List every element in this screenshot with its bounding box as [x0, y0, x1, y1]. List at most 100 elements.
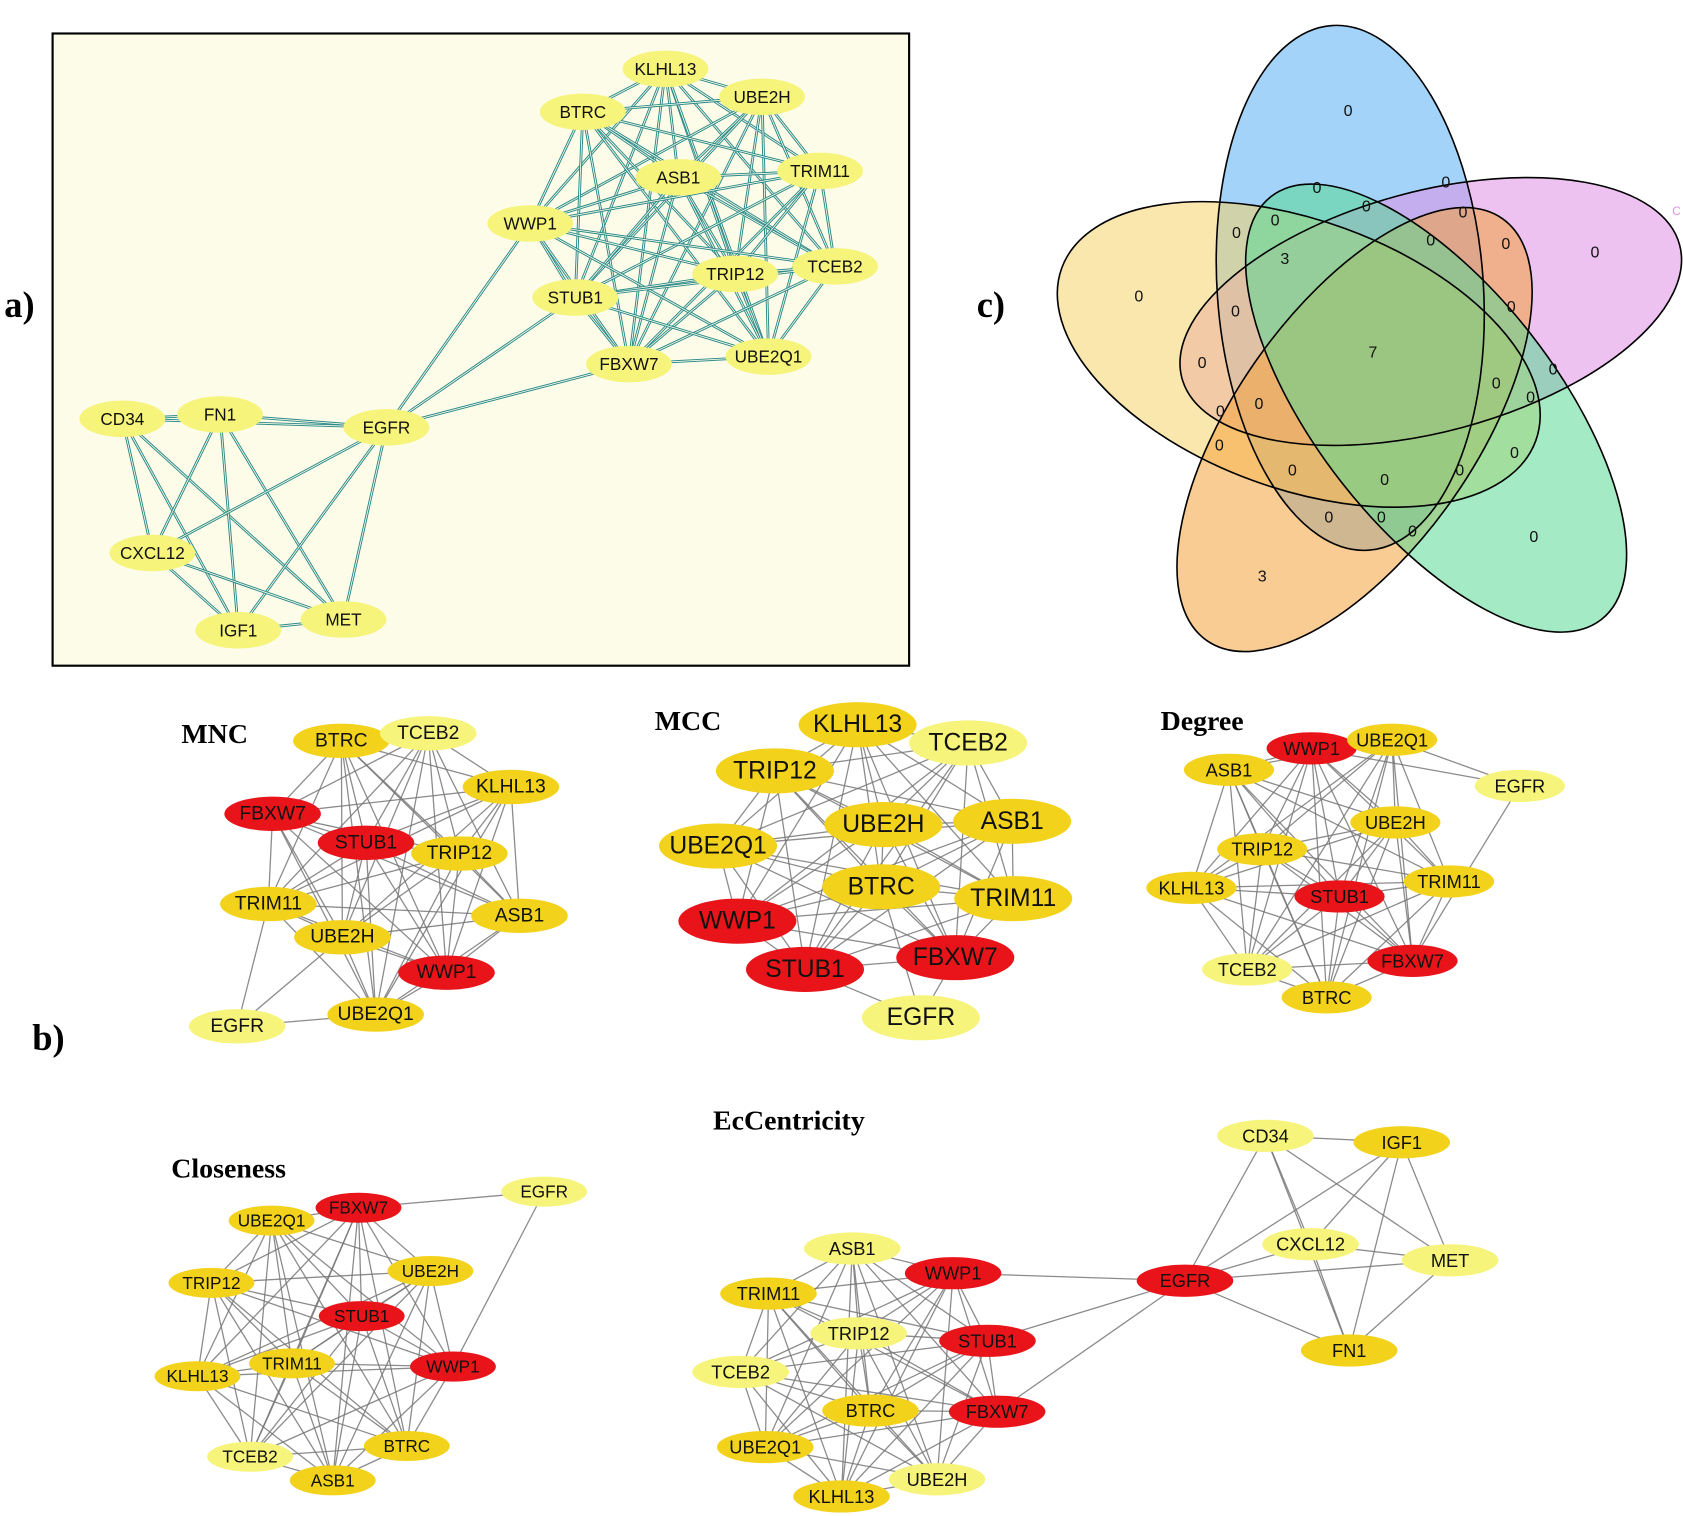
node-ube2h: UBE2H: [387, 1256, 474, 1287]
edges: [739, 1135, 1451, 1498]
node-met: MET: [300, 601, 387, 638]
node-label: TCEB2: [1218, 959, 1277, 980]
node-asb1: ASB1: [803, 1232, 901, 1265]
node-label: EGFR: [210, 1016, 264, 1037]
venn-set-outline: [1244, 183, 1628, 633]
node-shape: [1300, 1334, 1398, 1367]
node-stub1: STUB1: [317, 825, 415, 860]
venn-region-count: 0: [1510, 444, 1519, 462]
node-egfr: EGFR: [1136, 1264, 1234, 1297]
node-asb1: ASB1: [289, 1465, 376, 1496]
venn-region-count: 0: [1529, 528, 1538, 546]
node-shape: [745, 946, 865, 992]
edge: [272, 813, 343, 938]
node-shape: [793, 1480, 890, 1513]
edge: [249, 1315, 363, 1458]
venn-region-count: 0: [1215, 437, 1224, 455]
venn-region-count: 0: [1426, 232, 1435, 250]
node-shape: [1217, 1119, 1314, 1152]
node-label: BTRC: [315, 730, 368, 751]
node-label: CD34: [100, 409, 144, 429]
node-ube2q1: UBE2Q1: [228, 1205, 315, 1236]
edge: [1401, 1142, 1451, 1261]
node-tceb2: TCEB2: [692, 1355, 789, 1389]
node-label: STUB1: [548, 288, 603, 308]
edge: [1190, 747, 1313, 889]
edge-inner: [628, 266, 836, 365]
edge-inner: [530, 170, 821, 224]
venn-region-count: 0: [1408, 523, 1417, 541]
node-label: UBE2H: [733, 87, 790, 107]
edge: [1191, 887, 1413, 962]
venn-region-count: 0: [1232, 224, 1241, 242]
node-label: KLHL13: [476, 776, 546, 797]
node-stub1: STUB1: [532, 279, 619, 316]
node-stub1: STUB1: [745, 946, 865, 992]
venn-set-outline: [1215, 24, 1486, 552]
edge-inner: [575, 170, 821, 298]
node-label: UBE2Q1: [1356, 729, 1428, 750]
venn-region-count: 0: [1507, 298, 1516, 316]
node-shape: [803, 1232, 901, 1265]
node-label: FBXW7: [329, 1198, 388, 1218]
edge: [804, 742, 969, 970]
venn-set-5: [1245, 184, 1627, 633]
node-shape: [716, 1430, 814, 1464]
venn-region-count: 0: [1380, 471, 1389, 489]
node-fbxw7: FBXW7: [896, 935, 1015, 981]
node-wwp1: WWP1: [678, 898, 797, 944]
node-shape: [343, 409, 430, 446]
node-fn1: FN1: [177, 396, 263, 433]
node-label: FN1: [1332, 1340, 1366, 1361]
node-asb1: ASB1: [953, 798, 1072, 844]
node-label: WWP1: [699, 908, 776, 935]
node-ube2q1: UBE2Q1: [659, 823, 778, 869]
node-label: KLHL13: [634, 59, 696, 79]
node-shape: [1262, 1228, 1359, 1261]
node-shape: [953, 798, 1072, 844]
edge: [271, 1220, 454, 1368]
node-label: WWP1: [925, 1263, 982, 1284]
node-wwp1: WWP1: [904, 1257, 1002, 1290]
edge-inner: [665, 68, 821, 172]
edge: [332, 1366, 454, 1481]
edge-inner: [582, 111, 630, 365]
edge: [954, 742, 969, 958]
edge-inner: [665, 68, 769, 357]
edge: [774, 770, 956, 959]
node-label: MET: [325, 610, 362, 630]
edge-inner: [574, 111, 584, 298]
edge: [272, 813, 377, 1015]
node-cd34: CD34: [79, 400, 166, 438]
venn-region-count: 3: [1258, 568, 1267, 586]
venn-region-count: 0: [1591, 243, 1600, 261]
node-trip12: TRIP12: [1217, 833, 1308, 866]
venn-region-count: 0: [1458, 204, 1467, 222]
venn-region-count: 0: [1501, 235, 1510, 253]
edge: [1191, 739, 1393, 889]
node-shape: [398, 955, 495, 990]
edge-inner: [237, 427, 387, 631]
edge-inner: [582, 111, 769, 357]
node-label: IGF1: [1382, 1132, 1423, 1153]
node-label: FN1: [204, 405, 236, 425]
edge: [510, 786, 521, 916]
node-shape: [635, 159, 722, 196]
node-label: BTRC: [846, 1400, 896, 1421]
node-ube2q1: UBE2Q1: [327, 997, 424, 1032]
venn-region-count: 3: [1280, 250, 1289, 268]
network-title: MCC: [655, 706, 722, 737]
node-shape: [692, 255, 779, 293]
edge: [1184, 1135, 1267, 1282]
edge: [1228, 769, 1413, 962]
edge: [740, 1248, 853, 1373]
node-egfr: EGFR: [343, 409, 430, 446]
node-btrc: BTRC: [1281, 981, 1372, 1014]
node-label: TRIM11: [737, 1283, 801, 1304]
node-shape: [532, 279, 619, 316]
node-shape: [904, 1257, 1002, 1290]
node-label: BTRC: [1302, 987, 1352, 1008]
node-shape: [487, 205, 574, 242]
node-label: TRIP12: [733, 757, 817, 784]
edge: [267, 903, 377, 1015]
